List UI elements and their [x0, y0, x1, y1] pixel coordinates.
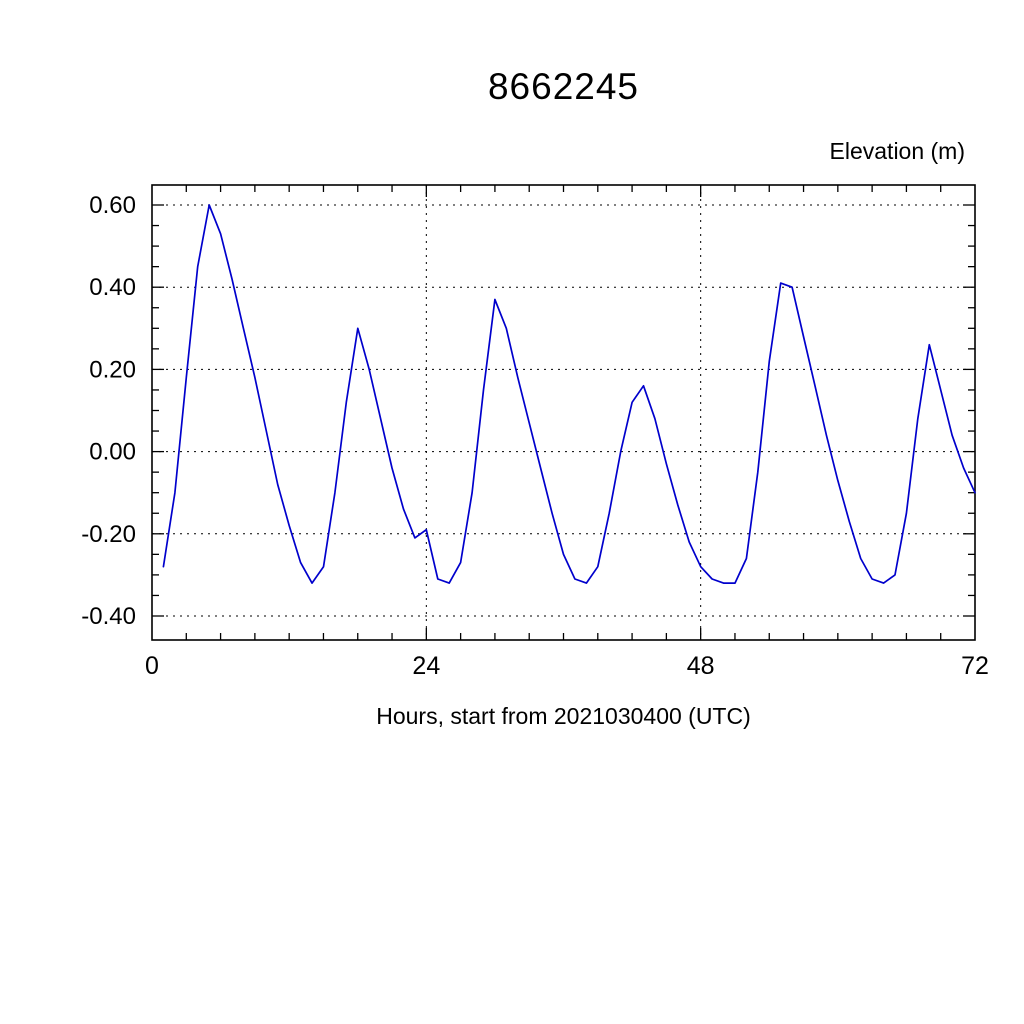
axis-frame [151, 184, 976, 641]
y-tick-label: -0.20 [81, 521, 136, 548]
y-tick-label: 0.40 [89, 274, 136, 301]
x-tick-label: 72 [961, 652, 989, 680]
x-tick-label: 48 [687, 652, 715, 680]
x-axis-title: Hours, start from 2021030400 (UTC) [376, 703, 751, 729]
x-tick-label: 0 [145, 652, 159, 680]
y-tick-label: 0.20 [89, 356, 136, 383]
y-tick-label: -0.40 [81, 603, 136, 630]
y-tick-label: 0.00 [89, 439, 136, 466]
page-title: 8662245 [487, 66, 640, 107]
x-tick-label: 24 [412, 652, 440, 680]
elevation-line-series [162, 204, 976, 584]
y-axis-title: Elevation (m) [829, 138, 965, 164]
y-tick-label: 0.60 [89, 192, 136, 219]
